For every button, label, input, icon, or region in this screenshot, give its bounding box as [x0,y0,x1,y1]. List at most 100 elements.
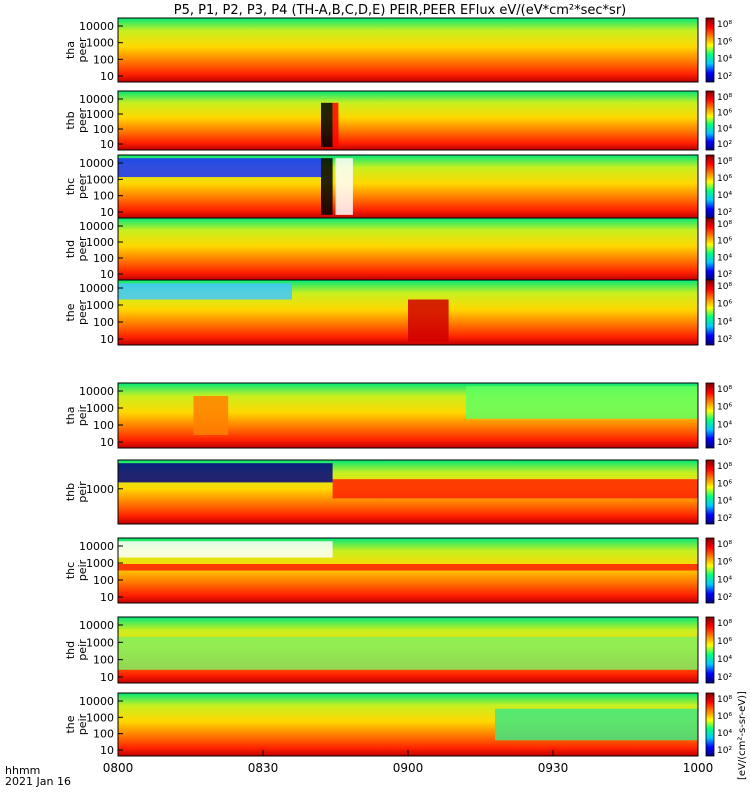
y-tick-label: 10 [100,671,114,684]
panel: 1000 thb peir 10² 10⁴ 10⁶ 10⁸ [64,459,732,525]
y-tick-label: 10000 [79,540,114,553]
colorbar-tick-label: 10⁶ [717,174,732,184]
colorbar-tick-label: 10⁸ [717,93,732,103]
panel-label-product: peer [76,300,89,326]
colorbar-tick-label: 10⁸ [717,157,732,167]
panel: 10000 1000 100 10 thb peer 10² 10⁴ 10⁶ 10⁸ [64,90,732,151]
colorbar-tick-label: 10⁸ [717,462,732,472]
y-tick-label: 10 [100,268,114,281]
colorbar [705,537,715,604]
flux-feature [321,158,333,215]
y-tick-label: 1000 [86,557,114,570]
x-axis-date: 2021 Jan 16 [5,775,71,788]
colorbar [705,90,715,151]
colorbar-tick-label: 10⁸ [717,20,732,30]
panel: 10000 1000 100 10 thd peir 10² 10⁴ 10⁶ 10⁸ [64,616,732,684]
colorbar-tick-label: 10² [717,746,732,756]
flux-feature [118,283,292,300]
panel-label-product: peir [76,639,89,661]
colorbar-tick-label: 10² [717,593,732,603]
y-tick-label: 100 [93,728,114,741]
panel-frame [117,616,699,684]
colorbar-tick-label: 10² [717,140,732,150]
colorbar-tick-label: 10⁶ [717,109,732,119]
panel-label-product: peer [76,236,89,262]
flux-feature [118,158,321,178]
flux-feature [118,463,333,483]
y-tick-label: 1000 [86,636,114,649]
colorbar-tick-label: 10⁸ [717,619,732,629]
y-tick-label: 10000 [79,695,114,708]
y-tick-label: 100 [93,190,114,203]
colorbar [705,616,715,684]
colorbar-tick-label: 10⁸ [717,385,732,395]
y-tick-label: 10000 [79,619,114,632]
y-tick-label: 10 [100,206,114,219]
panel-label-probe: thd [64,641,77,659]
y-tick-label: 100 [93,419,114,432]
y-tick-label: 1000 [86,37,114,50]
y-tick-label: 1000 [86,402,114,415]
colorbar-tick-label: 10² [717,208,732,218]
colorbar-tick-label: 10⁸ [717,220,732,230]
y-tick-label: 10000 [79,220,114,233]
colorbar-tick-label: 10⁶ [717,37,732,47]
panel: 10000 1000 100 10 the peer 10² 10⁴ 10⁶ 10⁸ [64,279,732,346]
colorbar-tick-label: 10⁴ [717,575,732,585]
panel-frame [117,537,699,604]
colorbar-tick-label: 10⁸ [717,540,732,550]
colorbar-units: [eV/(cm²-s-sr-eV)] [737,691,748,780]
flux-feature [118,636,698,670]
panel-label-probe: thd [64,240,77,258]
panel-label-product: peir [76,481,89,503]
colorbar-tick-label: 10² [717,270,732,280]
y-tick-label: 10000 [79,157,114,170]
colorbar-tick-label: 10⁶ [717,403,732,413]
y-tick-label: 10 [100,138,114,151]
y-tick-label: 1000 [86,108,114,121]
y-tick-label: 10000 [79,20,114,33]
colorbar-tick-label: 10⁴ [717,317,732,327]
flux-feature [332,479,698,499]
panel: 10000 1000 100 10 tha peer 10² 10⁴ 10⁶ 10⁸ [64,17,732,83]
colorbar-tick-label: 10⁶ [717,237,732,247]
y-tick-label: 100 [93,654,114,667]
panel-frame [117,17,699,83]
panel-label-product: peir [76,713,89,735]
colorbar-tick-label: 10² [717,673,732,683]
colorbar-tick-label: 10⁸ [717,695,732,705]
flux-feature [118,564,698,571]
flux-feature [193,396,229,435]
y-tick-label: 10 [100,591,114,604]
y-tick-label: 1000 [86,173,114,186]
colorbar-tick-label: 10⁴ [717,655,732,665]
spectrogram-image [118,91,698,150]
flux-feature [332,102,339,148]
spectrogram-image [118,18,698,82]
panel-label-probe: the [64,303,77,321]
panel-label-product: peir [76,559,89,581]
panel-label-product: peer [76,108,89,134]
y-tick-label: 10 [100,333,114,346]
spectrogram-image [118,218,698,280]
colorbar-tick-label: 10⁴ [717,191,732,201]
colorbar-tick-label: 10⁶ [717,712,732,722]
colorbar-tick-label: 10⁴ [717,497,732,507]
colorbar-tick-label: 10² [717,514,732,524]
x-tick-label: 0930 [538,761,569,775]
y-tick-label: 10000 [79,93,114,106]
panel-label-product: peer [76,174,89,200]
flux-feature [321,102,333,148]
x-axis-label: hhmm [5,764,40,777]
colorbar [705,154,715,219]
flux-feature [466,386,698,419]
flux-feature [335,158,353,215]
y-tick-label: 100 [93,123,114,136]
x-tick-label: 0800 [103,761,134,775]
flux-feature [495,708,698,741]
y-tick-label: 1000 [86,299,114,312]
panel-label-probe: tha [64,41,77,59]
chart-title: P5, P1, P2, P3, P4 (TH-A,B,C,D,E) PEIR,P… [174,3,627,18]
